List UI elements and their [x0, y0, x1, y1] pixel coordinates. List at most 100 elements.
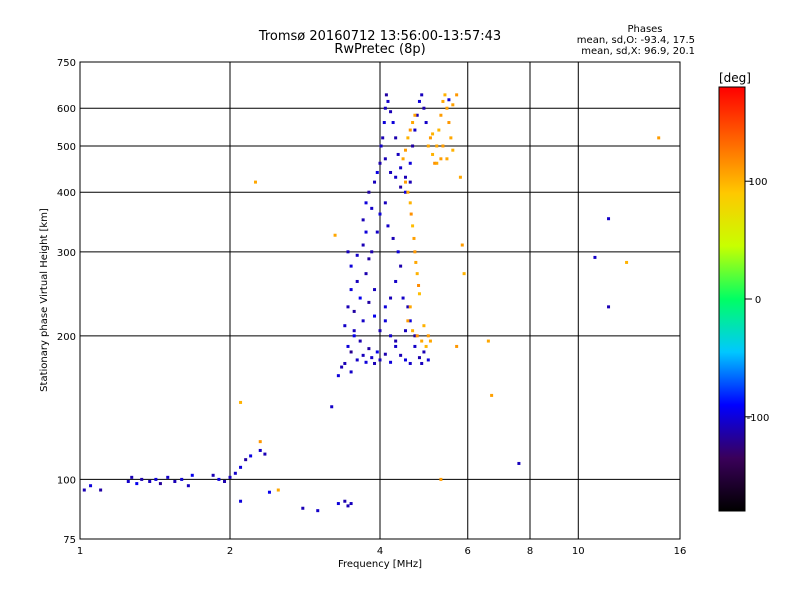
data-point-x — [408, 201, 412, 205]
chart-subtitle: RwPretec (8p) — [334, 42, 425, 57]
data-point-o — [373, 361, 377, 365]
data-point-o — [378, 329, 382, 333]
data-point-o — [383, 352, 387, 356]
data-point-o — [383, 157, 387, 161]
x-tick-label: 6 — [465, 546, 471, 557]
data-point-o — [367, 257, 371, 261]
data-point-o — [383, 319, 387, 323]
data-point-o — [352, 329, 356, 333]
data-point-x — [406, 190, 410, 194]
y-tick-label: 750 — [57, 58, 76, 69]
data-point-o — [389, 110, 393, 114]
data-point-o — [396, 250, 400, 254]
data-point-x — [406, 319, 410, 323]
data-point-o — [413, 128, 417, 132]
data-point-o — [180, 477, 184, 481]
data-point-o — [349, 264, 353, 268]
data-point-x — [422, 324, 426, 328]
data-point-x — [333, 233, 337, 237]
data-point-o — [352, 309, 356, 313]
data-point-x — [455, 93, 459, 97]
data-point-x — [406, 136, 410, 140]
data-point-o — [408, 361, 412, 365]
data-point-x — [420, 339, 424, 343]
data-point-o — [239, 465, 243, 469]
data-point-o — [426, 358, 430, 362]
data-point-o — [389, 360, 393, 364]
colorbar-tick-label: 100 — [748, 177, 767, 188]
data-point-o — [370, 250, 374, 254]
data-point-x — [411, 121, 415, 125]
data-point-o — [190, 473, 194, 477]
data-point-o — [355, 358, 359, 362]
data-point-o — [389, 170, 393, 174]
data-point-o — [140, 477, 144, 481]
data-point-o — [403, 175, 407, 179]
y-tick-label: 100 — [57, 475, 76, 486]
data-point-x — [411, 329, 415, 333]
data-point-o — [391, 121, 395, 125]
phases-x-stats: mean, sd,X: 96.9, 20.1 — [581, 46, 695, 57]
data-point-o — [316, 509, 320, 513]
data-point-x — [426, 144, 430, 148]
data-point-x — [409, 212, 413, 216]
data-point-x — [458, 175, 462, 179]
y-tick-label: 600 — [57, 104, 76, 115]
data-point-o — [389, 334, 393, 338]
data-point-o — [408, 180, 412, 184]
colorbar-unit: [deg] — [719, 71, 751, 85]
data-point-x — [490, 393, 494, 397]
data-point-o — [411, 144, 415, 148]
data-point-x — [411, 224, 415, 228]
data-point-o — [607, 217, 611, 221]
data-point-x — [413, 113, 417, 117]
data-point-o — [217, 477, 221, 481]
data-point-x — [417, 283, 421, 287]
y-axis-label: Stationary phase Virtual Height [km] — [39, 208, 50, 392]
data-point-x — [253, 180, 257, 184]
data-point-o — [211, 473, 215, 477]
x-tick-label: 16 — [674, 546, 687, 557]
data-point-o — [228, 475, 232, 479]
data-point-o — [447, 98, 451, 102]
data-point-o — [166, 475, 170, 479]
data-point-x — [435, 161, 439, 165]
data-point-o — [389, 296, 393, 300]
data-point-o — [154, 477, 158, 481]
data-point-x — [437, 128, 441, 132]
data-point-o — [396, 152, 400, 156]
data-point-o — [381, 136, 385, 140]
x-tick-label: 1 — [77, 546, 83, 557]
data-point-x — [413, 250, 417, 254]
data-point-x — [445, 106, 449, 110]
data-point-o — [349, 288, 353, 292]
data-point-o — [422, 350, 426, 354]
colorbar-tick-label: 0 — [755, 295, 761, 306]
data-point-o — [89, 484, 93, 488]
data-point-o — [420, 361, 424, 365]
data-point-o — [361, 353, 365, 357]
data-point-o — [394, 339, 398, 343]
data-point-o — [403, 358, 407, 362]
data-point-o — [367, 190, 371, 194]
data-point-x — [657, 136, 661, 140]
data-point-x — [439, 157, 443, 161]
data-point-o — [394, 175, 398, 179]
data-point-x — [462, 272, 466, 276]
data-point-o — [375, 350, 379, 354]
data-point-x — [431, 132, 435, 136]
x-tick-label: 10 — [572, 546, 585, 557]
data-point-o — [358, 339, 362, 343]
data-point-o — [223, 479, 227, 483]
data-point-o — [346, 250, 350, 254]
data-point-o — [378, 161, 382, 165]
data-point-o — [367, 300, 371, 304]
data-point-o — [263, 452, 267, 456]
data-point-o — [239, 499, 243, 503]
x-tick-label: 4 — [377, 546, 383, 557]
data-point-o — [233, 471, 237, 475]
data-point-o — [186, 484, 190, 488]
data-point-o — [352, 334, 356, 338]
data-point-o — [343, 324, 347, 328]
data-point-x — [439, 113, 443, 117]
